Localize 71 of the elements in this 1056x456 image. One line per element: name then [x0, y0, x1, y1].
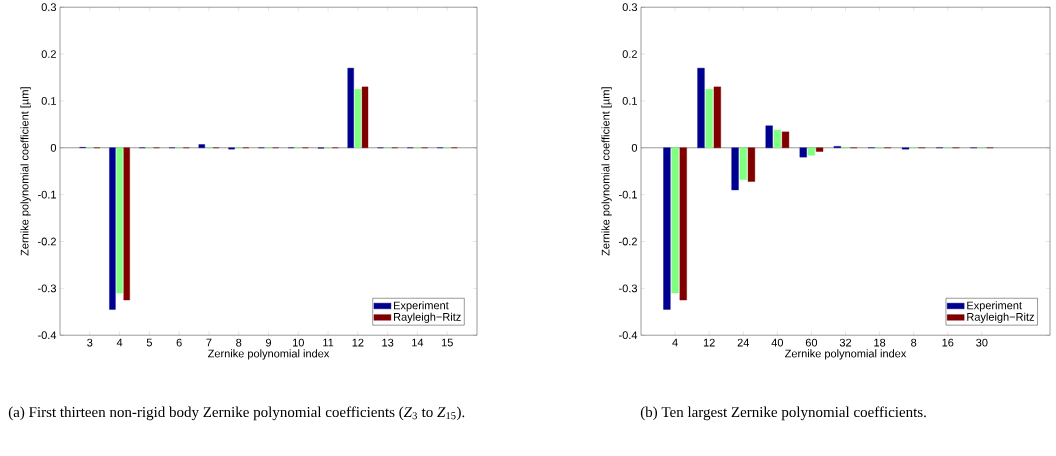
x-tick-label: 24 [737, 338, 750, 347]
y-tick-label: -0.3 [38, 284, 57, 293]
bar [671, 147, 679, 294]
legend-label: Experiment [394, 301, 449, 312]
x-tick-label: 18 [874, 338, 886, 347]
bar [116, 147, 123, 294]
x-tick-label: 7 [206, 338, 212, 347]
y-tick-label: -0.1 [619, 190, 637, 199]
x-tick-label: 9 [265, 338, 272, 347]
y-axis-title: Zernike polynomial coefficient [µm] [601, 87, 612, 256]
x-tick-label: 60 [805, 338, 818, 347]
x-tick-label: 6 [176, 338, 182, 347]
bar [713, 86, 721, 148]
y-tick-label: 0 [50, 143, 57, 152]
x-tick-label: 8 [236, 338, 242, 347]
x-tick-label: 16 [942, 338, 954, 347]
y-tick-label: -0.3 [619, 284, 638, 293]
y-tick-label: 0.1 [41, 96, 56, 105]
x-tick-label: 40 [771, 338, 784, 347]
y-tick-label: -0.1 [38, 190, 56, 199]
legend-label: Rayleigh−Ritz [394, 312, 461, 323]
x-axis-title: Zernike polynomial index [208, 349, 330, 360]
x-axis-title: Zernike polynomial index [785, 349, 907, 360]
x-tick-label: 3 [87, 338, 93, 347]
bar [354, 88, 362, 148]
bar [815, 147, 824, 152]
bar [109, 147, 116, 310]
text: (a) First thirteen non-rigid body Zernike polynomial coefficients (Z$_{3}$ to Z$_{15}$). [8, 406, 465, 421]
x-tick-label: 30 [976, 338, 988, 347]
x-tick-label: 14 [412, 338, 424, 347]
x-tick-label: 8 [911, 338, 917, 347]
x-tick-label: 11 [323, 338, 334, 347]
bar [765, 125, 773, 148]
bar [361, 86, 369, 148]
x-tick-label: 13 [382, 338, 394, 347]
x-tick-label: 32 [839, 338, 852, 347]
bar [807, 147, 816, 156]
x-tick-label: 15 [441, 338, 453, 347]
x-tick-label: 12 [703, 338, 715, 347]
y-tick-label: -0.2 [619, 237, 637, 246]
text: (b) Ten largest Zernike polynomial coefficients. [640, 406, 926, 421]
y-tick-label: -0.4 [619, 331, 638, 340]
x-tick-label: 10 [293, 338, 304, 347]
bar [747, 147, 756, 182]
y-axis-title: Zernike polynomial coefficient [µm] [20, 87, 31, 256]
y-tick-label: -0.4 [38, 331, 57, 340]
y-tick-label: 0.3 [41, 3, 57, 12]
bar [773, 129, 781, 148]
bar [679, 147, 687, 301]
y-tick-label: 0.2 [622, 50, 637, 58]
y-tick-label: 0.3 [622, 3, 638, 12]
x-tick-label: 5 [146, 338, 152, 347]
x-tick-label: 4 [672, 338, 678, 347]
bar [781, 131, 790, 148]
bar [799, 147, 807, 158]
bar [739, 147, 747, 180]
y-tick-label: 0 [631, 143, 638, 152]
legend-label: Rayleigh−Ritz [967, 312, 1034, 323]
y-tick-label: 0.1 [622, 96, 637, 105]
bar [198, 144, 205, 148]
bar [663, 147, 671, 310]
x-tick-label: 4 [116, 338, 123, 347]
y-tick-label: -0.2 [38, 237, 56, 246]
bar [731, 147, 739, 191]
y-tick-label: 0.2 [41, 50, 56, 58]
bar [705, 88, 713, 148]
bar [347, 67, 354, 148]
bar [123, 147, 130, 301]
x-tick-label: 12 [352, 338, 364, 347]
legend-label: Experiment [967, 301, 1022, 312]
bar [697, 67, 705, 148]
